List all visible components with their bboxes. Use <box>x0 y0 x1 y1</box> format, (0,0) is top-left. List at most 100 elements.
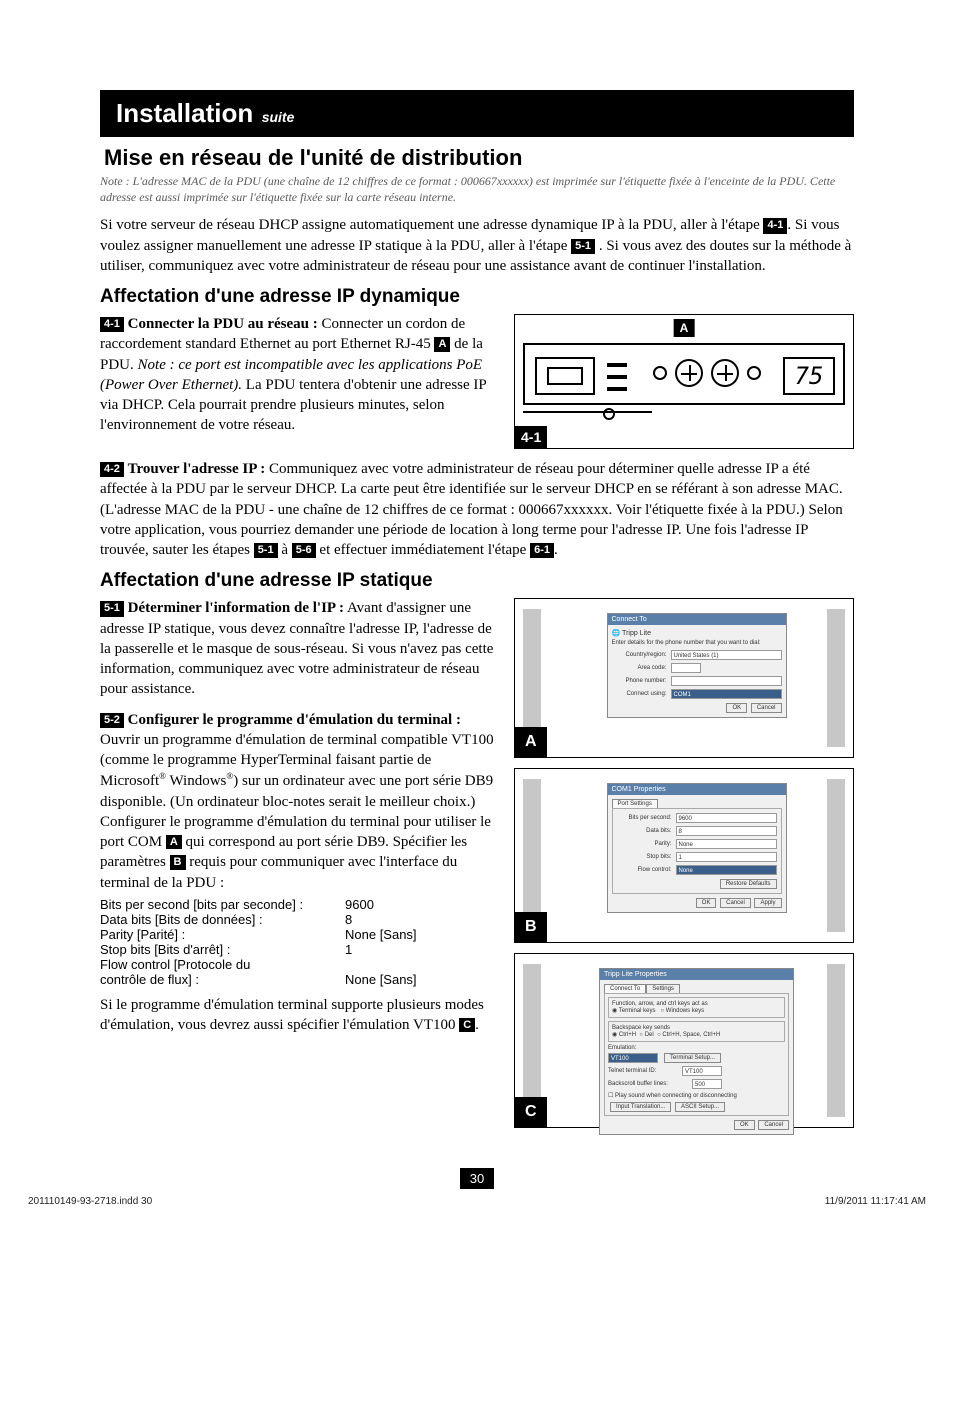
param-parity-v: None [Sans] <box>345 927 417 942</box>
flow-field[interactable]: None <box>676 865 777 875</box>
step41-chip: 4-1 <box>100 317 124 332</box>
ok-button-b[interactable]: OK <box>696 898 717 908</box>
dialog-tripplite-props: Tripp Lite Properties Connect ToSettings… <box>599 968 794 1135</box>
screw-icon <box>603 408 615 420</box>
buffer-lbl: Backscroll buffer lines: <box>608 1081 688 1087</box>
param-bits-k: Bits per second [bits par seconde] : <box>100 897 345 912</box>
stop-field[interactable]: 1 <box>676 852 777 862</box>
after-params-para: Si le programme d'émulation terminal sup… <box>100 995 494 1036</box>
dialog-a-title: Connect To <box>608 614 786 625</box>
ascii-setup-button[interactable]: ASCII Setup... <box>675 1102 725 1112</box>
param-stop-v: 1 <box>345 942 352 957</box>
mac-note: Note : L'adresse MAC de la PDU (une chaî… <box>100 173 854 205</box>
chip-4-1: 4-1 <box>763 218 787 233</box>
apply-button-b[interactable]: Apply <box>754 898 781 908</box>
bits-lbl: Bits per second: <box>617 815 672 821</box>
radio-del[interactable]: ○ Del <box>639 1032 653 1038</box>
static-ip-title: Affectation d'une adresse IP statique <box>100 570 854 592</box>
intro-paragraph: Si votre serveur de réseau DHCP assigne … <box>100 215 854 276</box>
step42-b: à <box>278 542 292 558</box>
parity-field[interactable]: None <box>676 839 777 849</box>
step41-para: 4-1 Connecter la PDU au réseau : Connect… <box>100 314 494 436</box>
chip-5-6: 5-6 <box>292 543 316 558</box>
reg1: ® <box>159 771 166 781</box>
radio-ctrlh[interactable]: ◉ Ctrl+H <box>612 1032 636 1038</box>
step52-b: Windows <box>166 773 226 789</box>
connect-field[interactable]: COM1 <box>671 689 782 699</box>
tab-connect-to[interactable]: Connect To <box>604 984 646 993</box>
diagram-corner-4-1: 4-1 <box>515 426 547 448</box>
dialog-connect-to: Connect To 🌐 Tripp Lite Enter details fo… <box>607 613 787 718</box>
chip-b: B <box>170 855 186 869</box>
dyn-ip-title: Affectation d'une adresse IP dynamique <box>100 286 854 308</box>
screenshot-b: COM1 Properties Port Settings Bits per s… <box>514 768 854 943</box>
play-sound-check[interactable]: ☐ Play sound when connecting or disconne… <box>608 1092 785 1099</box>
step42-para: 4-2 Trouver l'adresse IP : Communiquez a… <box>100 459 854 560</box>
phone-field[interactable] <box>671 676 782 686</box>
screenshot-b-corner: B <box>515 912 547 942</box>
step52-bold: Configurer le programme d'émulation du t… <box>128 712 461 728</box>
radio-win-keys[interactable]: ○ Windows keys <box>661 1008 705 1014</box>
chip-c: C <box>459 1018 475 1032</box>
step52-chip: 5-2 <box>100 713 124 728</box>
tab-port-settings[interactable]: Port Settings <box>612 799 658 808</box>
vent-icon <box>607 363 627 391</box>
step51-para: 5-1 Déterminer l'information de l'IP : A… <box>100 598 494 699</box>
country-field[interactable]: United States (1) <box>671 650 782 660</box>
phone-lbl: Phone number: <box>612 678 667 684</box>
step51-chip: 5-1 <box>100 601 124 616</box>
param-data-v: 8 <box>345 912 352 927</box>
param-stop-k: Stop bits [Bits d'arrêt] : <box>100 942 345 957</box>
after-params-a: Si le programme d'émulation terminal sup… <box>100 997 484 1033</box>
restore-button[interactable]: Restore Defaults <box>720 879 777 889</box>
radio-ctrlh-space[interactable]: ○ Ctrl+H, Space, Ctrl+H <box>657 1032 720 1038</box>
country-lbl: Country/region: <box>612 652 667 658</box>
param-flow-v2: None [Sans] <box>345 972 417 987</box>
buffer-field[interactable]: 500 <box>692 1079 722 1089</box>
after-params-b: . <box>475 1017 479 1033</box>
param-flow-k1: Flow control [Protocole du <box>100 957 345 972</box>
screenshot-a: Connect To 🌐 Tripp Lite Enter details fo… <box>514 598 854 758</box>
chip-a2: A <box>166 835 182 849</box>
prompt-a: Enter details for the phone number that … <box>612 640 782 646</box>
static-ip-row: 5-1 Déterminer l'information de l'IP : A… <box>100 598 854 1138</box>
area-field[interactable] <box>671 663 701 673</box>
emu-lbl: Emulation: <box>608 1045 636 1051</box>
print-footer: 201110149-93-2718.indd 30 11/9/2011 11:1… <box>28 1196 926 1207</box>
cancel-button[interactable]: Cancel <box>751 703 782 713</box>
step51-bold: Déterminer l'information de l'IP : <box>128 600 344 616</box>
ok-button[interactable]: OK <box>726 703 747 713</box>
radio-term-keys[interactable]: ◉ Terminal keys <box>612 1008 655 1014</box>
footer-left: 201110149-93-2718.indd 30 <box>28 1196 152 1207</box>
ok-button-c[interactable]: OK <box>734 1120 755 1130</box>
bits-field[interactable]: 9600 <box>676 813 777 823</box>
data-field[interactable]: 8 <box>676 826 777 836</box>
led-display: 75 <box>783 357 835 395</box>
step42-bold: Trouver l'adresse IP : <box>128 461 266 477</box>
cancel-button-c[interactable]: Cancel <box>758 1120 789 1130</box>
step41-bold: Connecter la PDU au réseau : <box>128 316 318 332</box>
emu-field[interactable]: VT100 <box>608 1053 658 1063</box>
page-number: 30 <box>460 1168 494 1189</box>
header-title: Installation <box>116 98 253 128</box>
param-parity-k: Parity [Parité] : <box>100 927 345 942</box>
chip-6-1: 6-1 <box>530 543 554 558</box>
param-bits-v: 9600 <box>345 897 374 912</box>
dialog-com-properties: COM1 Properties Port Settings Bits per s… <box>607 783 787 913</box>
chip-5-1: 5-1 <box>571 239 595 254</box>
screenshot-c-corner: C <box>515 1097 547 1127</box>
input-trans-button[interactable]: Input Translation... <box>610 1102 671 1112</box>
serial-params-table: Bits per second [bits par seconde] :9600… <box>100 897 494 987</box>
tab-settings[interactable]: Settings <box>646 984 680 993</box>
ethernet-port-icon <box>535 357 595 395</box>
telnet-field[interactable]: VT100 <box>682 1066 722 1076</box>
parity-lbl: Parity: <box>617 841 672 847</box>
param-flow-k2: contrôle de flux] : <box>100 972 345 987</box>
terminal-setup-button[interactable]: Terminal Setup... <box>664 1053 721 1063</box>
data-lbl: Data bits: <box>617 828 672 834</box>
cancel-button-b[interactable]: Cancel <box>720 898 751 908</box>
footer-right: 11/9/2011 11:17:41 AM <box>825 1196 926 1207</box>
dialog-c-title: Tripp Lite Properties <box>600 969 793 980</box>
step42-chip: 4-2 <box>100 462 124 477</box>
group2-label: Backspace key sends <box>612 1025 781 1031</box>
